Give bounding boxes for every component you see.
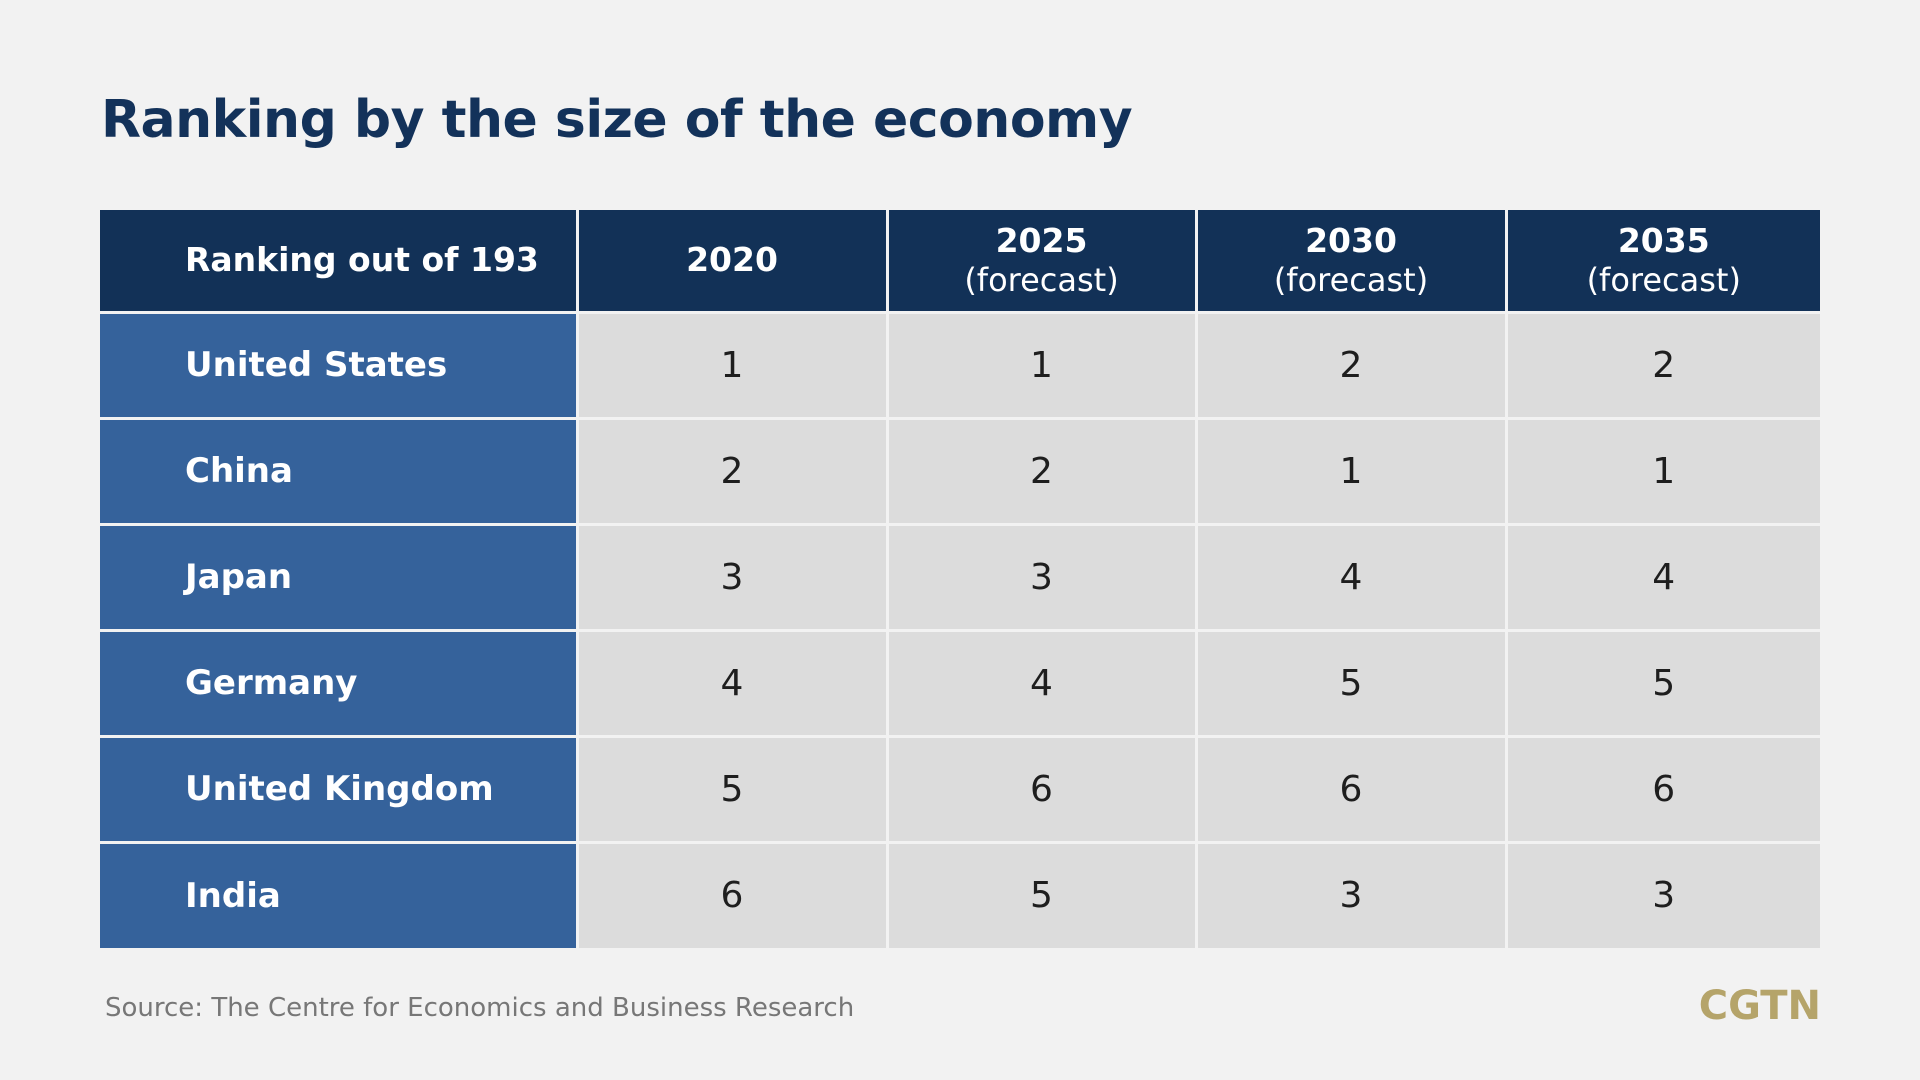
- rank-cell: 3: [575, 522, 889, 632]
- table-row: United States 1 1 2 2: [100, 310, 1820, 420]
- country-cell: Germany: [100, 628, 579, 738]
- rank-cell: 1: [1194, 416, 1508, 526]
- rank-cell: 3: [1194, 840, 1508, 948]
- rank-cell: 6: [1504, 734, 1820, 844]
- column-note: (forecast): [1273, 260, 1429, 299]
- rank-cell: 4: [885, 628, 1198, 738]
- column-header-2025: 2025 (forecast): [885, 210, 1198, 314]
- rank-cell: 4: [1504, 522, 1820, 632]
- rank-cell: 4: [1194, 522, 1508, 632]
- rank-cell: 3: [1504, 840, 1820, 948]
- rank-cell: 2: [1194, 310, 1508, 420]
- table-row: Japan 3 3 4 4: [100, 522, 1820, 632]
- country-cell: China: [100, 416, 579, 526]
- header-row: Ranking out of 193 2020 2025 (forecast) …: [100, 210, 1820, 314]
- column-year: 2020: [686, 240, 778, 280]
- column-header-2030: 2030 (forecast): [1194, 210, 1508, 314]
- rank-cell: 1: [885, 310, 1198, 420]
- column-year: 2025: [995, 221, 1088, 261]
- source-note: Source: The Centre for Economics and Bus…: [105, 993, 855, 1023]
- rank-cell: 2: [575, 416, 889, 526]
- chart-title: Ranking by the size of the economy: [101, 90, 1133, 150]
- rank-cell: 6: [575, 840, 889, 948]
- column-header-2035: 2035 (forecast): [1504, 210, 1820, 314]
- rank-cell: 1: [575, 310, 889, 420]
- country-cell: India: [100, 840, 579, 948]
- rank-cell: 2: [885, 416, 1198, 526]
- ranking-table: Ranking out of 193 2020 2025 (forecast) …: [100, 210, 1820, 948]
- rank-cell: 4: [575, 628, 889, 738]
- table-row: India 6 5 3 3: [100, 840, 1820, 948]
- corner-header: Ranking out of 193: [100, 210, 579, 314]
- rank-cell: 6: [885, 734, 1198, 844]
- column-year: 2030: [1305, 221, 1397, 261]
- table-row: Germany 4 4 5 5: [100, 628, 1820, 738]
- rank-cell: 5: [885, 840, 1198, 948]
- rank-cell: 6: [1194, 734, 1508, 844]
- rank-cell: 1: [1504, 416, 1820, 526]
- column-year: 2035: [1617, 221, 1710, 261]
- column-note: (forecast): [964, 260, 1119, 299]
- country-cell: United Kingdom: [100, 734, 579, 844]
- cgtn-logo: CGTN: [1698, 983, 1821, 1029]
- rank-cell: 5: [1504, 628, 1820, 738]
- country-cell: Japan: [100, 522, 579, 632]
- column-header-2020: 2020: [575, 210, 889, 314]
- table-row: China 2 2 1 1: [100, 416, 1820, 526]
- rank-cell: 2: [1504, 310, 1820, 420]
- rank-cell: 5: [575, 734, 889, 844]
- rank-cell: 3: [885, 522, 1198, 632]
- column-note: (forecast): [1586, 260, 1741, 299]
- country-cell: United States: [100, 310, 579, 420]
- table-row: United Kingdom 5 6 6 6: [100, 734, 1820, 844]
- rank-cell: 5: [1194, 628, 1508, 738]
